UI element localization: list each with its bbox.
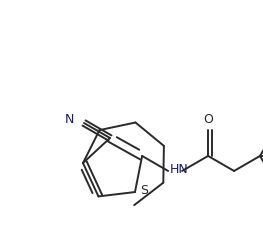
- Text: O: O: [203, 114, 213, 126]
- Text: S: S: [140, 184, 148, 196]
- Text: N: N: [65, 113, 74, 125]
- Text: HN: HN: [170, 163, 189, 177]
